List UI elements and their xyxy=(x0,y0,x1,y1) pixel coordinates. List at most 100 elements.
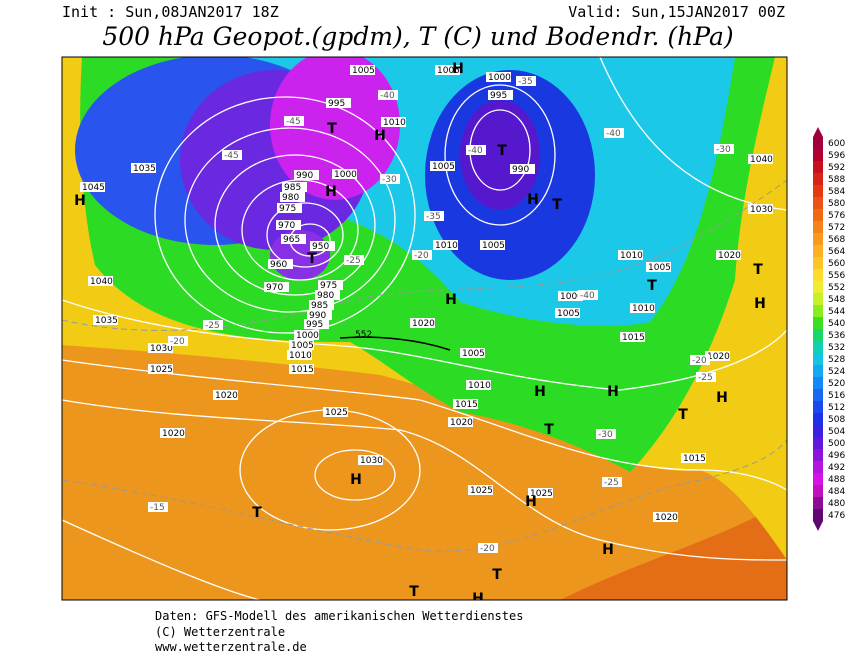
label-box xyxy=(280,192,305,202)
footer-line: (C) Wetterzentrale xyxy=(155,625,285,639)
colorbar-label: 572 xyxy=(828,223,845,233)
label-box xyxy=(466,380,491,390)
pressure-center: T xyxy=(678,407,688,423)
label-box xyxy=(131,163,156,173)
label-box xyxy=(555,308,580,318)
label-box xyxy=(222,150,242,160)
colorbar-swatch xyxy=(813,149,823,162)
colorbar-label: 592 xyxy=(828,163,845,173)
label-box xyxy=(424,211,444,221)
pressure-center: H xyxy=(525,494,537,510)
colorbar-label: 484 xyxy=(828,487,845,497)
magenta-field xyxy=(270,57,400,200)
colorbar-swatch xyxy=(813,329,823,342)
pressure-label: 1025 xyxy=(325,408,348,418)
label-box xyxy=(318,280,343,290)
label-box xyxy=(315,290,340,300)
temperature-label: -35 xyxy=(426,212,441,222)
pressure-label: 1040 xyxy=(90,277,113,287)
colorbar-swatch xyxy=(813,185,823,198)
label-box xyxy=(203,320,223,330)
pressure-center: H xyxy=(374,128,386,144)
colorbar-label: 576 xyxy=(828,211,845,221)
temperature-label: -40 xyxy=(580,291,595,301)
pressure-center: H xyxy=(754,296,766,312)
colorbar-label: 552 xyxy=(828,283,845,293)
label-box xyxy=(646,262,671,272)
pressure-label: 1020 xyxy=(655,513,678,523)
label-box xyxy=(596,429,616,439)
pressure-label: 1040 xyxy=(750,155,773,165)
colorbar-swatch xyxy=(813,353,823,366)
isotherms xyxy=(62,179,787,552)
pressure-label: 1005 xyxy=(352,66,375,76)
pressure-center: T xyxy=(327,121,337,137)
label-box xyxy=(323,407,348,417)
pressure-label: 1030 xyxy=(150,344,173,354)
pressure-center: H xyxy=(534,384,546,400)
label-box xyxy=(716,250,741,260)
map-field: 552 100510051000995995101099010009859809… xyxy=(62,57,787,600)
pressure-label: 985 xyxy=(284,183,301,193)
colorbar-label: 584 xyxy=(828,187,845,197)
init-time: Init : Sun,08JAN2017 18Z xyxy=(62,3,279,21)
colorbar-label: 500 xyxy=(828,439,845,449)
label-box xyxy=(344,255,364,265)
colorbar-label: 600 xyxy=(828,139,845,149)
colorbar-label: 516 xyxy=(828,391,845,401)
pressure-label: 1015 xyxy=(455,400,478,410)
temperature-label: -25 xyxy=(698,373,713,383)
colorbar-label: 536 xyxy=(828,331,845,341)
colorbar-label: 564 xyxy=(828,247,845,257)
map-frame xyxy=(61,56,788,601)
pressure-label: 1035 xyxy=(95,316,118,326)
colorbar-swatch xyxy=(813,305,823,318)
pressure-label: 970 xyxy=(266,283,283,293)
colorbar-label: 528 xyxy=(828,355,845,365)
colorbar-label: 540 xyxy=(828,319,845,329)
label-box xyxy=(630,303,655,313)
pressure-center: T xyxy=(409,584,419,600)
pressure-center: H xyxy=(607,384,619,400)
colorbar-swatch xyxy=(813,197,823,210)
footer-line: www.wetterzentrale.de xyxy=(155,640,307,654)
colorbar-swatch xyxy=(813,317,823,330)
label-box xyxy=(309,300,334,310)
label-box xyxy=(80,182,105,192)
label-box xyxy=(453,399,478,409)
colorbar-swatch xyxy=(813,341,823,354)
temperature-label: -45 xyxy=(286,117,301,127)
label-box xyxy=(528,488,553,498)
colorbar-swatch xyxy=(813,425,823,438)
pressure-label: 1015 xyxy=(622,333,645,343)
colorbar-label: 588 xyxy=(828,175,845,185)
temperature-label: -40 xyxy=(606,129,621,139)
colorbar-swatch xyxy=(813,413,823,426)
pressure-label: 1005 xyxy=(462,349,485,359)
colorbar-swatch xyxy=(813,509,823,522)
pressure-label: 1015 xyxy=(683,454,706,464)
label-box xyxy=(488,90,513,100)
temperature-label: -20 xyxy=(480,544,495,554)
label-box xyxy=(681,453,706,463)
valid-time: Valid: Sun,15JAN2017 00Z xyxy=(568,3,785,21)
pressure-label: 995 xyxy=(490,91,507,101)
label-box xyxy=(213,390,238,400)
label-box xyxy=(304,319,329,329)
pressure-center: H xyxy=(350,472,362,488)
pressure-label: 1030 xyxy=(750,205,773,215)
label-box xyxy=(480,240,505,250)
pressure-label: 1010 xyxy=(632,304,655,314)
label-box xyxy=(332,169,357,179)
pressure-label: 1025 xyxy=(470,486,493,496)
colorbar-swatch xyxy=(813,161,823,174)
pressure-label: 980 xyxy=(282,193,299,203)
purple-field xyxy=(460,100,540,210)
colorbar-swatch xyxy=(813,473,823,486)
label-box xyxy=(602,477,622,487)
label-box xyxy=(148,502,168,512)
pressure-label: 1020 xyxy=(450,418,473,428)
pressure-center: T xyxy=(544,422,554,438)
pressure-label: 965 xyxy=(283,235,300,245)
pressure-label: 990 xyxy=(512,165,529,175)
